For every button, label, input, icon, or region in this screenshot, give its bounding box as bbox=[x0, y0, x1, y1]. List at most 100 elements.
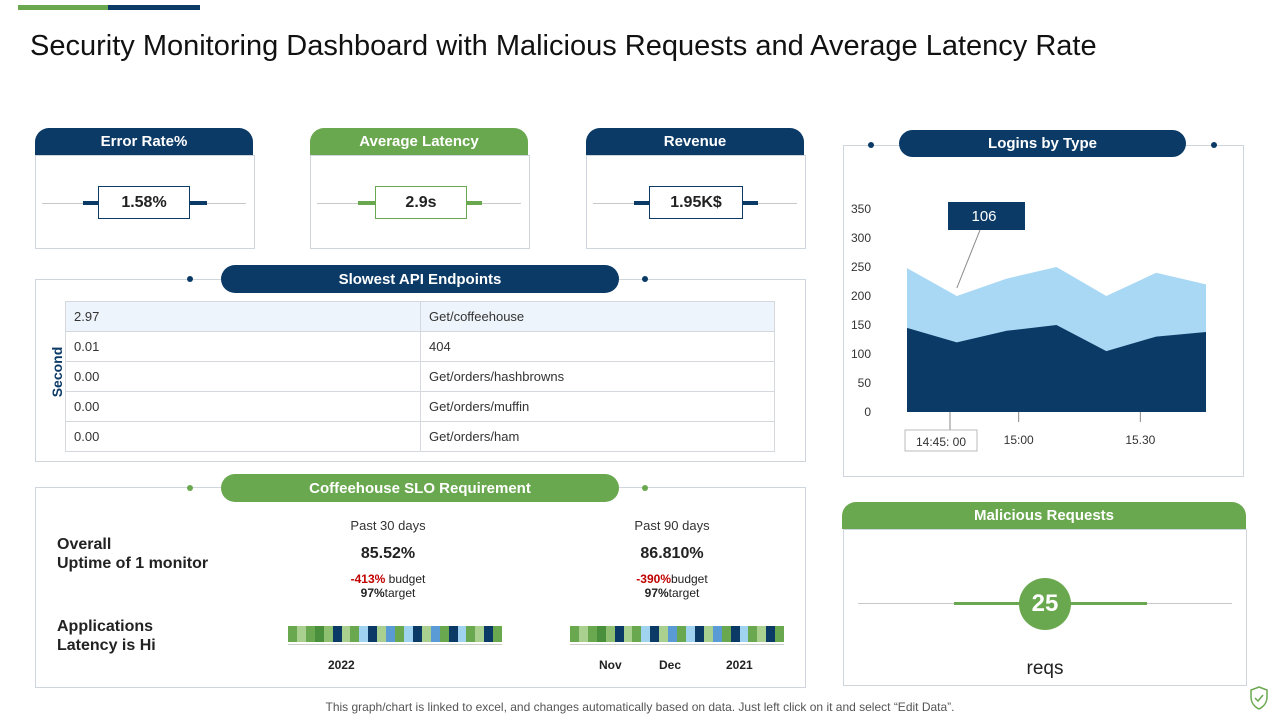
endpoint-cell: Get/orders/hashbrowns bbox=[420, 361, 775, 392]
decor-dot bbox=[868, 142, 874, 148]
budget-label: budget bbox=[670, 572, 708, 586]
target-label: target bbox=[384, 586, 416, 600]
shield-icon bbox=[1250, 686, 1268, 710]
strip-segment bbox=[587, 626, 597, 642]
y-tick-label: 250 bbox=[851, 260, 871, 274]
malicious-header: Malicious Requests bbox=[842, 502, 1246, 529]
seconds-cell: 0.00 bbox=[65, 391, 421, 422]
table-row: 0.00 Get/orders/ham bbox=[65, 421, 775, 452]
strip-segment bbox=[359, 626, 369, 642]
y-tick-label: 200 bbox=[851, 289, 871, 303]
endpoint-cell: Get/orders/muffin bbox=[420, 391, 775, 422]
strip-segment bbox=[659, 626, 669, 642]
strip-segment bbox=[314, 626, 324, 642]
latency-label-line1: Applications bbox=[57, 618, 154, 635]
strip-segment bbox=[721, 626, 731, 642]
average-latency-value: 2.9s bbox=[375, 186, 467, 219]
y-tick-label: 0 bbox=[864, 405, 871, 419]
strip-segment bbox=[430, 626, 440, 642]
annotation-box bbox=[948, 202, 1025, 230]
api-axis-label: Second bbox=[49, 346, 65, 398]
revenue-value: 1.95K$ bbox=[649, 186, 743, 219]
strip-segment bbox=[570, 626, 579, 642]
strip-segment bbox=[605, 626, 615, 642]
latency-strip-2022 bbox=[288, 626, 503, 642]
strip-segment bbox=[623, 626, 633, 642]
annotation-pointer bbox=[956, 229, 981, 289]
seconds-cell: 2.97 bbox=[65, 301, 421, 332]
target-label: target bbox=[668, 586, 700, 600]
latency-label: Applications Latency is Hi bbox=[57, 617, 156, 655]
seconds-cell: 0.00 bbox=[65, 361, 421, 392]
strip-segment bbox=[386, 626, 396, 642]
strip-segment bbox=[730, 626, 740, 642]
strip-segment bbox=[457, 626, 467, 642]
strip-label: 2022 bbox=[328, 658, 355, 672]
strip-segment bbox=[305, 626, 315, 642]
latency-strip-recent bbox=[570, 626, 785, 642]
strip-segment bbox=[677, 626, 686, 642]
uptime-label-line2: Uptime of 1 monitor bbox=[57, 555, 209, 572]
uptime-value: 86.810% bbox=[640, 545, 704, 562]
page-title: Security Monitoring Dashboard with Malic… bbox=[30, 30, 1097, 62]
strip-segment bbox=[632, 626, 642, 642]
strip-segment bbox=[748, 626, 758, 642]
slo-header: Coffeehouse SLO Requirement bbox=[221, 474, 619, 502]
x-tick-label: 15.30 bbox=[1125, 433, 1155, 447]
annotation-label: 106 bbox=[971, 208, 996, 225]
uptime-label-line1: Overall bbox=[57, 536, 112, 553]
latency-label-line2: Latency is Hi bbox=[57, 637, 156, 654]
target-value: 97% bbox=[644, 586, 669, 600]
strip-segment bbox=[484, 626, 494, 642]
malicious-count: 25 bbox=[1019, 578, 1071, 630]
decor-dot bbox=[642, 276, 648, 282]
x-tick-label: 15:00 bbox=[1004, 433, 1034, 447]
budget-value: -413% bbox=[350, 572, 386, 586]
budget-value: -390% bbox=[636, 572, 671, 586]
slo-card bbox=[35, 487, 806, 688]
strip-segment bbox=[412, 626, 422, 642]
strip-segment bbox=[296, 626, 306, 642]
budget-label: budget bbox=[385, 572, 426, 586]
endpoint-cell: Get/coffeehouse bbox=[420, 301, 775, 332]
strip-segment bbox=[448, 626, 458, 642]
budget-line: -390%budget bbox=[602, 572, 742, 586]
logins-area-chart: 0 50 100 150 200 250 300 350 14:45: 00 15:00 15.30… bbox=[851, 202, 1206, 452]
strip-segment bbox=[650, 626, 660, 642]
strip-segment bbox=[668, 626, 678, 642]
api-endpoints-header: Slowest API Endpoints bbox=[221, 265, 619, 293]
logins-header: Logins by Type bbox=[899, 130, 1186, 157]
strip-segment bbox=[775, 626, 785, 642]
footer-note: This graph/chart is linked to excel, and… bbox=[325, 700, 955, 714]
budget-line: -413% budget bbox=[318, 572, 458, 586]
strip-segment bbox=[685, 626, 695, 642]
slo-30-days: Past 30 days 85.52% -413% budget 97%targ… bbox=[318, 518, 458, 600]
target-line: 97%target bbox=[602, 586, 742, 600]
strip-segment bbox=[694, 626, 704, 642]
strip-segment bbox=[439, 626, 449, 642]
decor-dot bbox=[187, 485, 193, 491]
strip-segment bbox=[421, 626, 431, 642]
decor-dot bbox=[187, 276, 193, 282]
y-tick-label: 100 bbox=[851, 347, 871, 361]
decor-dot bbox=[1211, 142, 1217, 148]
strip-segment bbox=[493, 626, 503, 642]
average-latency-header: Average Latency bbox=[310, 128, 528, 155]
strip-segment bbox=[596, 626, 606, 642]
strip-segment bbox=[712, 626, 722, 642]
strip-segment bbox=[703, 626, 713, 642]
accent-bar-navy bbox=[108, 5, 200, 10]
period-label: Past 30 days bbox=[350, 518, 426, 533]
strip-segment bbox=[368, 626, 378, 642]
y-tick-label: 350 bbox=[851, 202, 871, 216]
revenue-card: 1.95K$ bbox=[586, 155, 806, 249]
api-endpoints-table: 2.97 Get/coffeehouse 0.01 404 0.00 Get/orde… bbox=[65, 301, 775, 452]
y-tick-label: 50 bbox=[858, 376, 872, 390]
strip-segment bbox=[395, 626, 404, 642]
strip-label: Nov bbox=[599, 658, 622, 672]
strip-segment bbox=[466, 626, 476, 642]
strip-label: 2021 bbox=[726, 658, 753, 672]
strip-label: Dec bbox=[659, 658, 682, 672]
strip-segment bbox=[614, 626, 624, 642]
strip-segment bbox=[475, 626, 485, 642]
